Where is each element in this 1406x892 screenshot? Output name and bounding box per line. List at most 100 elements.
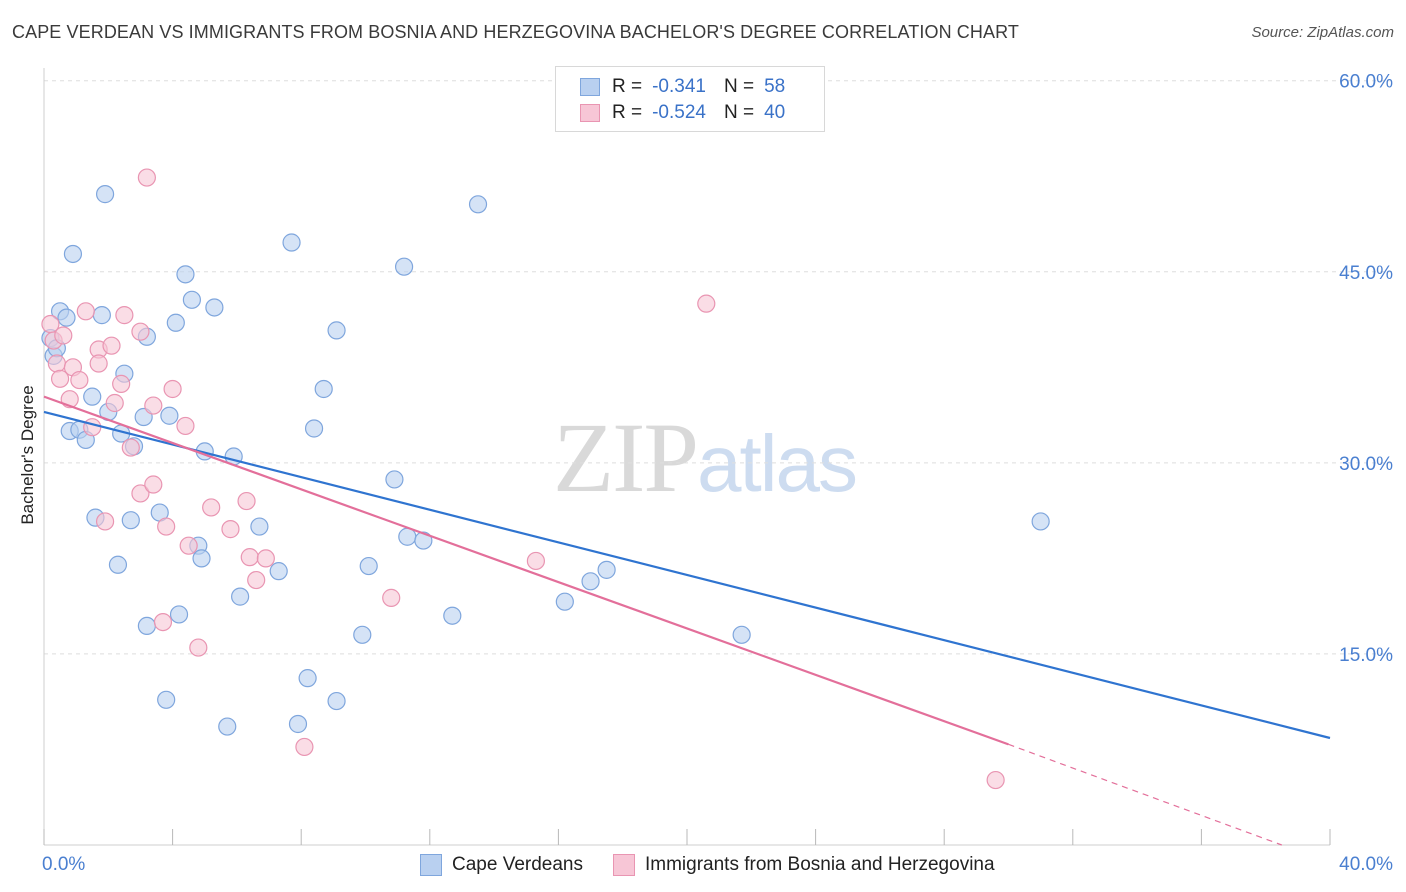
blue-data-point xyxy=(157,690,176,709)
blue-data-point xyxy=(282,233,301,252)
pink-data-point xyxy=(112,374,131,393)
pink-data-point xyxy=(115,306,134,325)
n-value: 58 xyxy=(764,76,786,97)
pink-data-point xyxy=(247,570,266,590)
blue-data-point xyxy=(231,587,250,606)
pink-data-point xyxy=(237,491,256,511)
blue-data-point xyxy=(304,419,324,438)
legend-label: Immigrants from Bosnia and Herzegovina xyxy=(645,854,995,875)
blue-data-point xyxy=(385,470,404,489)
blue-data-point xyxy=(443,606,462,625)
pink-data-point xyxy=(131,484,150,503)
legend-label: Cape Verdeans xyxy=(452,854,583,875)
blue-data-point xyxy=(597,560,616,579)
r-value: -0.524 xyxy=(652,102,706,123)
blue-swatch xyxy=(580,78,600,96)
blue-data-point xyxy=(137,616,156,636)
pink-data-point xyxy=(240,548,259,567)
blue-data-point xyxy=(95,185,115,204)
blue-data-point xyxy=(288,714,308,734)
pink-data-point xyxy=(202,498,221,517)
pink-data-point xyxy=(179,536,198,555)
blue-data-point xyxy=(160,406,179,425)
blue-trend-line xyxy=(43,410,1331,740)
r-value: -0.341 xyxy=(652,76,706,97)
series-legend: Cape Verdeans Immigrants from Bosnia and… xyxy=(420,852,1025,878)
y-tick-label: 30.0% xyxy=(1339,454,1393,475)
pink-data-point xyxy=(137,168,156,187)
blue-data-point xyxy=(269,562,288,581)
blue-data-point xyxy=(468,195,488,214)
y-tick-label: 45.0% xyxy=(1339,263,1393,284)
blue-data-point xyxy=(394,257,414,276)
blue-data-point xyxy=(108,555,128,574)
blue-data-point xyxy=(169,605,189,624)
pink-data-point xyxy=(256,549,275,568)
stats-legend-row-pink: R = -0.524 N = 40 xyxy=(580,100,785,126)
pink-trend-extension xyxy=(1008,743,1282,846)
pink-data-point xyxy=(157,517,176,536)
pink-data-point xyxy=(382,588,401,607)
pink-data-point xyxy=(70,370,89,390)
chart-title: CAPE VERDEAN VS IMMIGRANTS FROM BOSNIA A… xyxy=(12,22,1019,42)
pink-data-point xyxy=(121,438,140,457)
blue-data-point xyxy=(1031,512,1050,531)
x-tick-label: 0.0% xyxy=(42,854,85,875)
blue-data-point xyxy=(327,691,346,711)
y-tick-label: 15.0% xyxy=(1339,645,1393,666)
blue-data-point xyxy=(218,717,237,736)
pink-data-point xyxy=(83,418,102,437)
stats-legend: R = -0.341 N = 58 R = -0.524 N = 40 xyxy=(555,66,825,132)
blue-data-point xyxy=(57,308,76,327)
pink-data-point xyxy=(50,369,70,388)
pink-data-point xyxy=(102,336,121,355)
blue-data-point xyxy=(166,313,185,332)
pink-data-point xyxy=(163,379,182,399)
blue-data-point xyxy=(353,625,372,644)
watermark-atlas: atlas xyxy=(697,419,858,508)
blue-data-point xyxy=(327,321,346,340)
n-value: 40 xyxy=(764,102,786,123)
blue-data-point xyxy=(359,556,378,576)
blue-data-point xyxy=(414,531,433,550)
pink-swatch xyxy=(580,104,600,122)
blue-data-point xyxy=(581,572,600,591)
pink-data-point xyxy=(105,393,124,413)
pink-data-point xyxy=(131,322,150,341)
pink-data-point xyxy=(76,302,95,321)
source-label: Source: ZipAtlas.com xyxy=(1251,24,1394,41)
blue-data-point xyxy=(83,387,102,406)
pink-data-point xyxy=(221,520,240,539)
legend-item-cape-verdeans: Cape Verdeans xyxy=(420,854,583,876)
pink-data-point xyxy=(54,326,73,345)
pink-data-point xyxy=(295,737,314,757)
n-label: N = xyxy=(723,76,755,97)
blue-data-point xyxy=(314,379,333,399)
pink-trend-line xyxy=(43,395,1009,746)
blue-data-point xyxy=(250,517,269,536)
blue-data-point xyxy=(63,244,83,264)
blue-data-point xyxy=(732,625,751,644)
legend-item-bosnia: Immigrants from Bosnia and Herzegovina xyxy=(613,854,995,876)
pink-data-point xyxy=(697,294,716,313)
pink-data-point xyxy=(176,416,195,436)
blue-swatch xyxy=(420,854,442,876)
pink-data-point xyxy=(144,396,163,415)
blue-data-point xyxy=(205,298,224,317)
r-label: R = xyxy=(612,76,643,97)
blue-data-point xyxy=(176,265,195,284)
pink-data-point xyxy=(189,638,208,657)
blue-data-point xyxy=(192,549,211,568)
blue-data-point xyxy=(298,669,317,688)
watermark: ZIPatlas xyxy=(553,400,858,515)
pink-data-point xyxy=(986,770,1005,790)
x-tick-label: 40.0% xyxy=(1339,854,1393,875)
y-axis-label: Bachelor's Degree xyxy=(18,385,37,525)
blue-data-point xyxy=(182,290,201,309)
watermark-zip: ZIP xyxy=(553,402,699,513)
blue-data-point xyxy=(92,306,111,325)
blue-data-point xyxy=(555,592,574,611)
pink-swatch xyxy=(613,854,635,876)
pink-data-point xyxy=(526,551,545,571)
